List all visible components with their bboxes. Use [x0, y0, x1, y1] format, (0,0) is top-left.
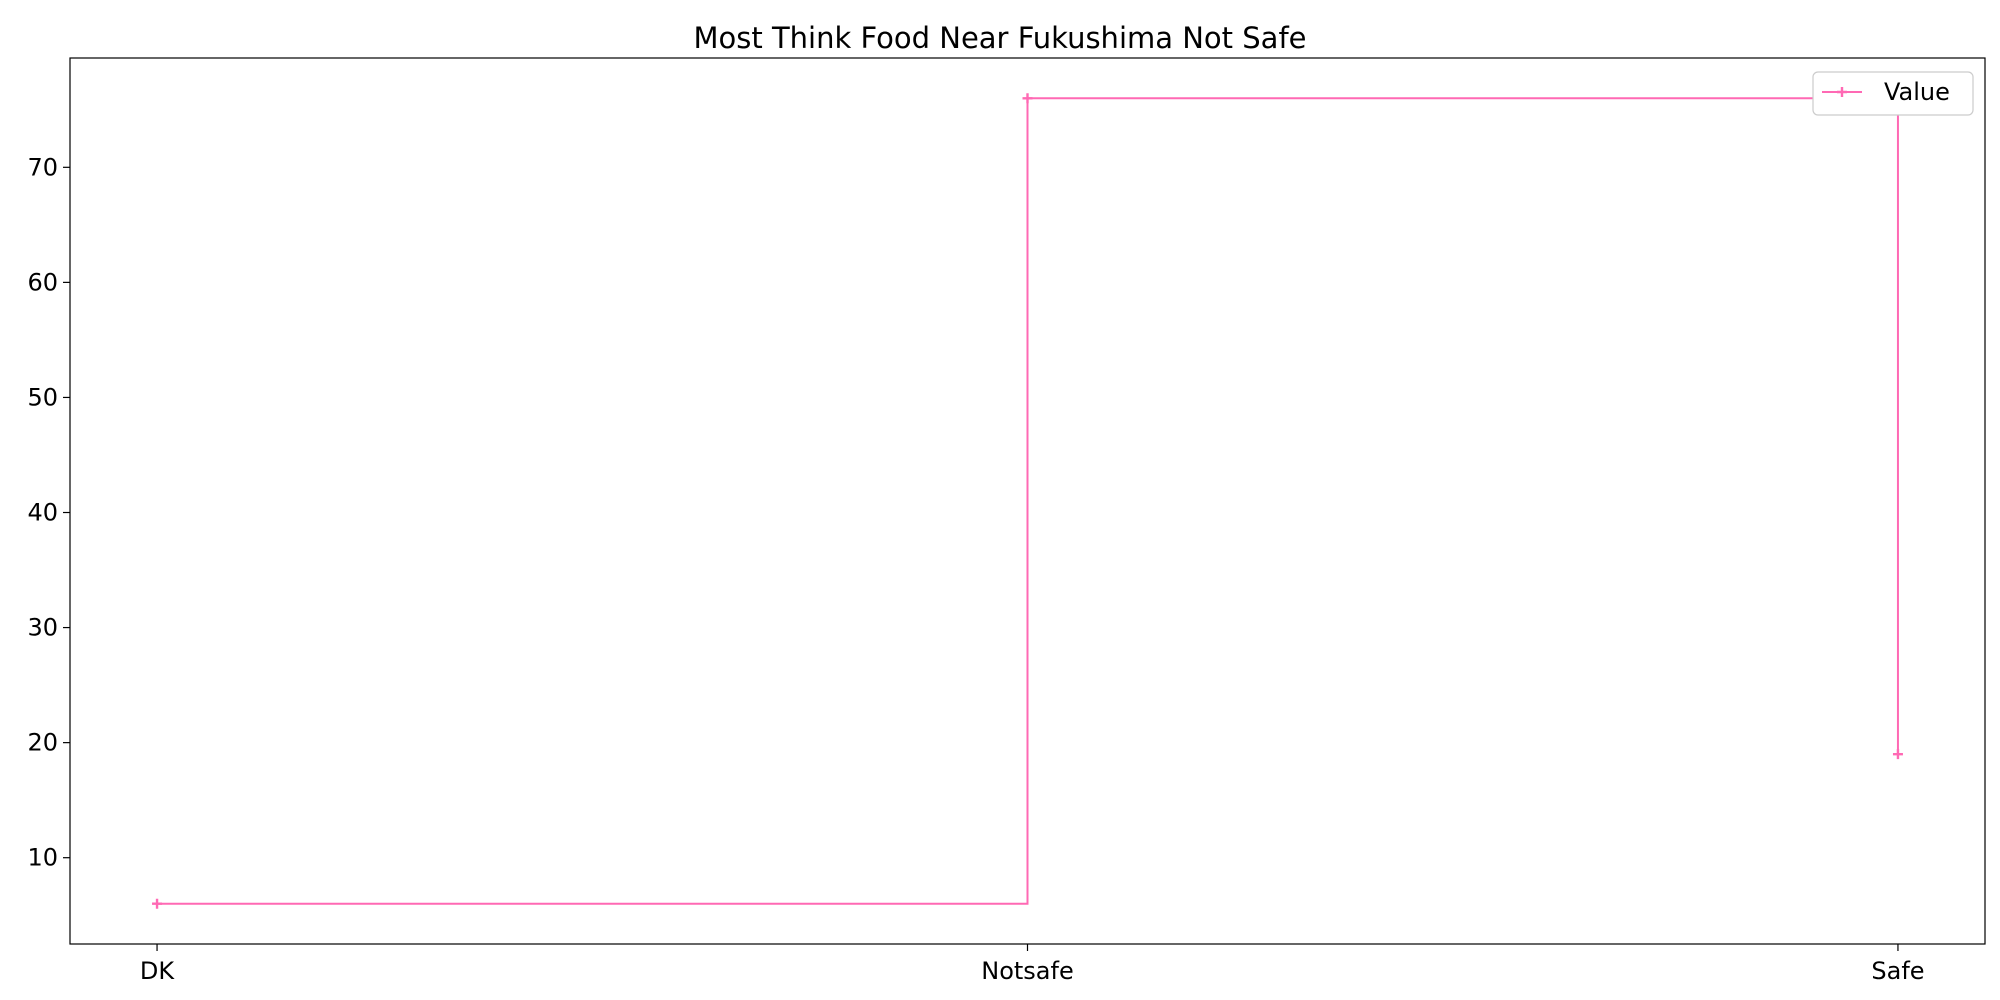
y-tick-label: 20	[27, 729, 58, 757]
y-tick-label: 60	[27, 268, 58, 296]
chart-title: Most Think Food Near Fukushima Not Safe	[693, 21, 1306, 55]
axes-layer: 10 20 30 40 50 60 70 DK Notsafe Safe	[27, 57, 1986, 985]
x-tick-label: DK	[140, 957, 175, 985]
y-tick-label: 50	[27, 383, 58, 411]
legend-series-marker	[1837, 87, 1847, 97]
data-point-marker	[1022, 93, 1033, 104]
series-step-line	[157, 97, 1899, 905]
data-point-marker	[152, 898, 163, 909]
legend: Value	[1812, 71, 1974, 116]
series-layer	[152, 93, 1903, 909]
x-tick-label: Notsafe	[981, 957, 1073, 985]
legend-series-label: Value	[1884, 78, 1950, 106]
y-tick-label: 30	[27, 614, 58, 642]
y-tick-label: 70	[27, 153, 58, 181]
y-tick-label: 10	[27, 844, 58, 872]
x-tick-label: Safe	[1871, 957, 1924, 985]
legend-frame	[1812, 71, 1974, 116]
y-tick-label: 40	[27, 499, 58, 527]
data-point-marker	[1892, 749, 1903, 760]
